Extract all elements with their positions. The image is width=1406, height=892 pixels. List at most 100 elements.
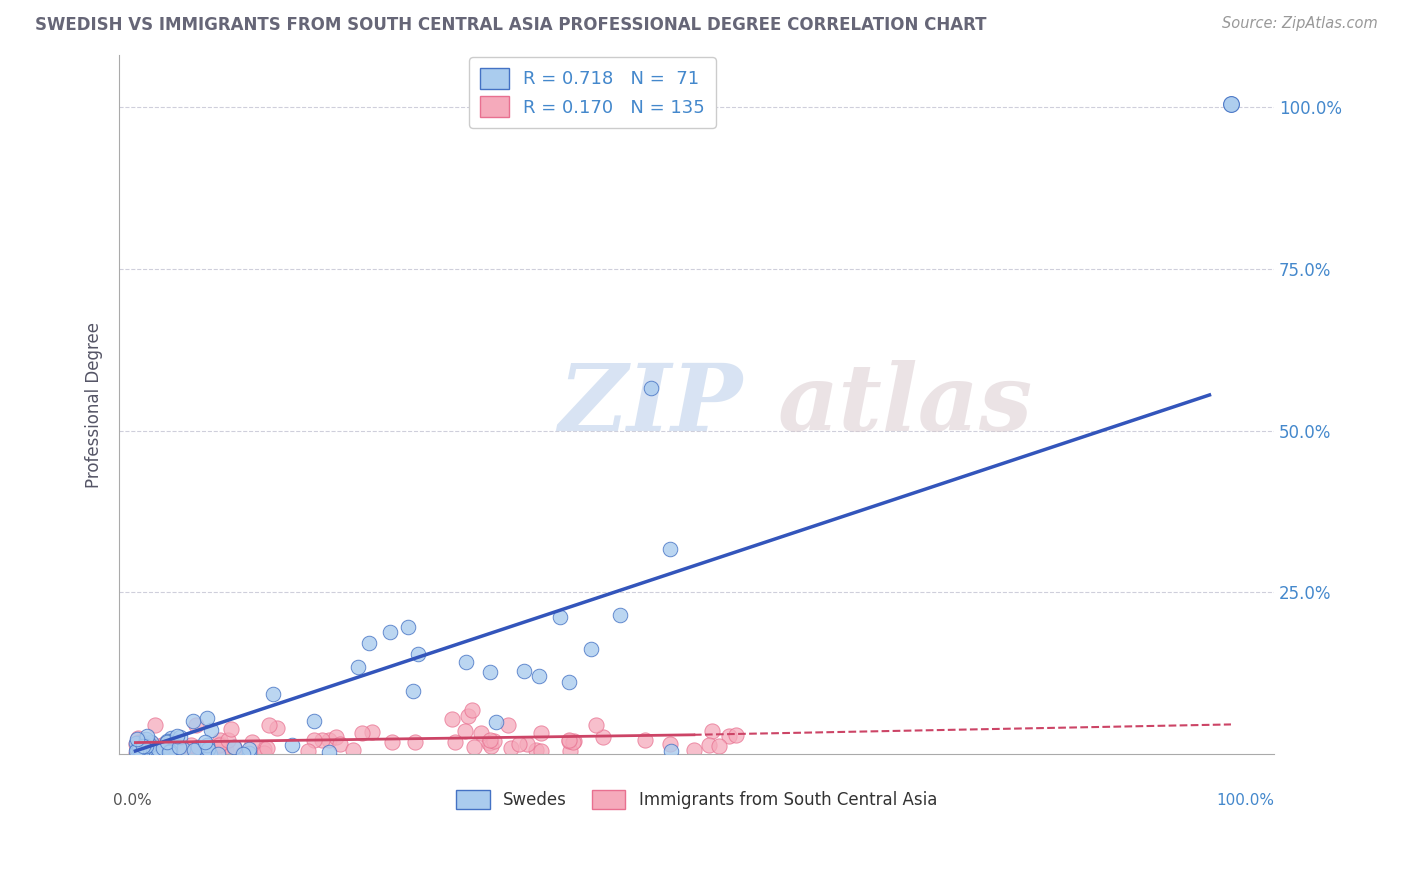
Point bbox=[479, 739, 502, 753]
Point bbox=[205, 745, 228, 759]
Text: ZIP: ZIP bbox=[558, 359, 742, 450]
Point bbox=[562, 734, 585, 748]
Text: 0.0%: 0.0% bbox=[114, 793, 152, 807]
Point bbox=[209, 738, 232, 752]
Point bbox=[127, 747, 149, 761]
Point bbox=[516, 737, 538, 751]
Point bbox=[148, 739, 170, 753]
Point bbox=[281, 738, 304, 752]
Point bbox=[134, 745, 156, 759]
Point bbox=[700, 723, 723, 738]
Point bbox=[152, 738, 174, 752]
Point bbox=[180, 745, 202, 759]
Point bbox=[170, 740, 193, 755]
Point bbox=[440, 712, 463, 726]
Point bbox=[238, 746, 260, 760]
Point bbox=[153, 739, 176, 754]
Point bbox=[180, 738, 202, 752]
Point bbox=[195, 711, 218, 725]
Point bbox=[717, 729, 740, 743]
Point bbox=[318, 745, 340, 759]
Point bbox=[187, 739, 209, 754]
Point bbox=[155, 742, 177, 756]
Point bbox=[318, 732, 340, 747]
Point bbox=[470, 726, 492, 740]
Point bbox=[169, 730, 191, 744]
Point bbox=[195, 744, 218, 758]
Point bbox=[266, 721, 288, 735]
Point bbox=[136, 742, 159, 756]
Point bbox=[159, 744, 181, 758]
Point bbox=[127, 738, 149, 752]
Point bbox=[160, 738, 183, 752]
Point bbox=[402, 684, 425, 698]
Point bbox=[156, 744, 179, 758]
Text: Source: ZipAtlas.com: Source: ZipAtlas.com bbox=[1222, 16, 1378, 31]
Point bbox=[134, 746, 156, 760]
Point bbox=[194, 735, 217, 749]
Point bbox=[165, 743, 187, 757]
Point bbox=[129, 735, 152, 749]
Point bbox=[135, 742, 157, 756]
Point bbox=[457, 709, 479, 723]
Point bbox=[156, 734, 179, 748]
Point bbox=[127, 738, 149, 752]
Point bbox=[132, 739, 155, 753]
Point bbox=[128, 736, 150, 750]
Point bbox=[579, 642, 602, 657]
Point bbox=[129, 738, 152, 752]
Point bbox=[128, 742, 150, 756]
Point bbox=[232, 747, 254, 762]
Point bbox=[463, 740, 485, 755]
Point bbox=[153, 745, 176, 759]
Point bbox=[485, 715, 508, 730]
Point bbox=[479, 665, 502, 680]
Point bbox=[524, 743, 547, 757]
Point bbox=[215, 742, 238, 756]
Point bbox=[262, 687, 284, 701]
Point bbox=[683, 743, 706, 757]
Point bbox=[454, 655, 477, 669]
Point bbox=[527, 669, 550, 683]
Point bbox=[145, 743, 167, 757]
Point bbox=[238, 742, 260, 756]
Point bbox=[125, 747, 148, 761]
Point bbox=[209, 732, 232, 747]
Y-axis label: Professional Degree: Professional Degree bbox=[86, 322, 103, 488]
Point bbox=[139, 736, 162, 750]
Point bbox=[530, 744, 553, 758]
Point bbox=[127, 739, 149, 753]
Point bbox=[253, 746, 276, 760]
Point bbox=[508, 738, 530, 752]
Point bbox=[128, 740, 150, 755]
Point bbox=[173, 745, 195, 759]
Point bbox=[181, 714, 204, 729]
Point bbox=[142, 741, 165, 756]
Point bbox=[207, 747, 229, 762]
Point bbox=[129, 747, 152, 761]
Point bbox=[640, 382, 662, 396]
Point bbox=[131, 746, 153, 760]
Point bbox=[146, 742, 169, 756]
Point bbox=[141, 747, 163, 761]
Point bbox=[138, 746, 160, 760]
Point bbox=[478, 736, 501, 750]
Point bbox=[160, 741, 183, 756]
Point bbox=[184, 744, 207, 758]
Point bbox=[208, 738, 231, 752]
Point bbox=[562, 735, 585, 749]
Point bbox=[190, 743, 212, 757]
Point bbox=[132, 744, 155, 758]
Point bbox=[160, 742, 183, 756]
Point bbox=[135, 729, 157, 743]
Point bbox=[658, 542, 681, 557]
Point bbox=[557, 675, 579, 690]
Point bbox=[190, 742, 212, 756]
Point bbox=[302, 733, 325, 747]
Legend: Swedes, Immigrants from South Central Asia: Swedes, Immigrants from South Central As… bbox=[450, 784, 943, 816]
Point bbox=[139, 735, 162, 749]
Point bbox=[183, 740, 205, 755]
Point bbox=[184, 718, 207, 732]
Point bbox=[222, 739, 245, 754]
Point bbox=[152, 746, 174, 760]
